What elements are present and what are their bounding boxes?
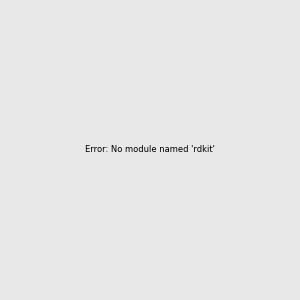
- Text: Error: No module named 'rdkit': Error: No module named 'rdkit': [85, 146, 215, 154]
